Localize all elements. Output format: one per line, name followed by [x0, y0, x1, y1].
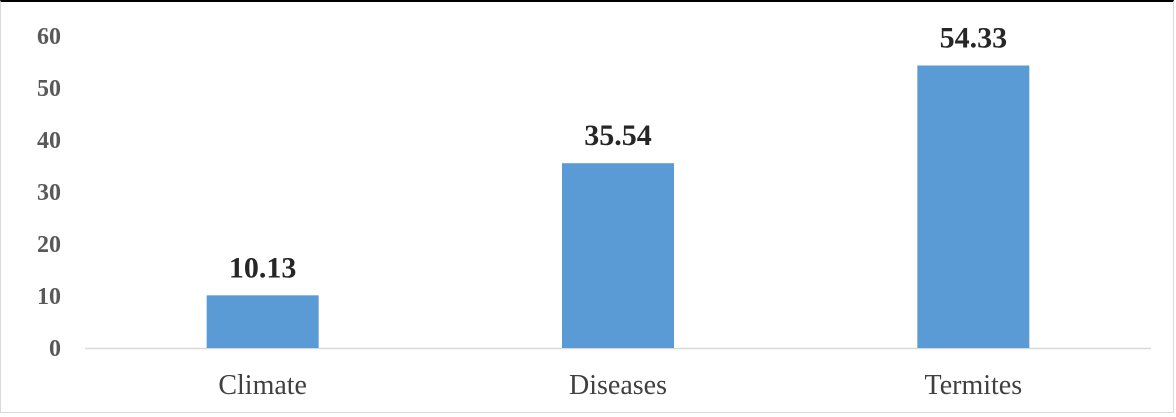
data-label: 54.33 — [940, 21, 1008, 54]
x-tick-label: Diseases — [569, 370, 667, 401]
x-tick-label: Climate — [218, 370, 307, 401]
y-tick-label: 0 — [49, 336, 61, 362]
y-axis-ticks: 0 10 20 30 40 50 60 — [37, 24, 61, 362]
bars-group — [206, 65, 1030, 348]
bar-climate — [206, 295, 319, 348]
x-tick-label: Termites — [925, 370, 1023, 401]
bar-termites — [917, 65, 1030, 348]
data-labels-group: 10.13 35.54 54.33 — [229, 21, 1007, 284]
y-tick-label: 60 — [37, 24, 61, 50]
y-tick-label: 40 — [37, 128, 61, 154]
y-tick-label: 20 — [37, 232, 61, 258]
data-label: 10.13 — [229, 251, 297, 284]
y-tick-label: 10 — [37, 284, 61, 310]
data-label: 35.54 — [584, 119, 652, 152]
y-tick-label: 30 — [37, 180, 61, 206]
x-axis-ticks: Climate Diseases Termites — [218, 370, 1022, 401]
bar-diseases — [562, 163, 674, 348]
y-tick-label: 50 — [37, 76, 61, 102]
